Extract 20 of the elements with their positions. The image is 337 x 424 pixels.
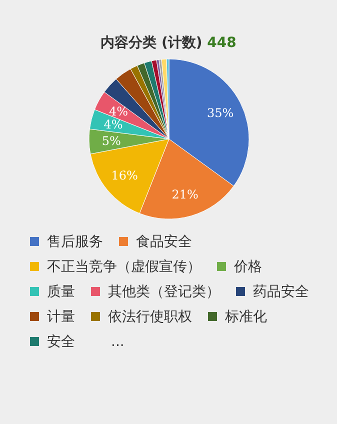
legend-label: 安全: [46, 333, 75, 352]
legend-label: 不正当竞争（虚假宣传）: [46, 258, 201, 277]
legend-label: 依法行使职权: [107, 308, 192, 327]
legend-label: 药品安全: [252, 283, 309, 302]
data-label: 35%: [206, 106, 234, 120]
legend-label: 质量: [46, 283, 75, 302]
data-label: 4%: [108, 104, 128, 118]
legend-label: 食品安全: [135, 233, 192, 252]
legend-label: 价格: [233, 258, 262, 277]
legend-label: 其他类（登记类）: [107, 283, 220, 302]
data-label: 16%: [110, 168, 138, 183]
legend-label: 售后服务: [46, 233, 103, 252]
text: ...: [111, 333, 124, 352]
data-label: 5%: [101, 134, 120, 148]
data-label: 4%: [103, 118, 122, 132]
data-label: 21%: [171, 187, 198, 202]
legend-label: 计量: [46, 308, 75, 327]
legend-label: 标准化: [224, 308, 267, 327]
chart-title: 内容分类 (计数): [100, 35, 202, 51]
chart-subtitle: 448: [207, 35, 236, 51]
